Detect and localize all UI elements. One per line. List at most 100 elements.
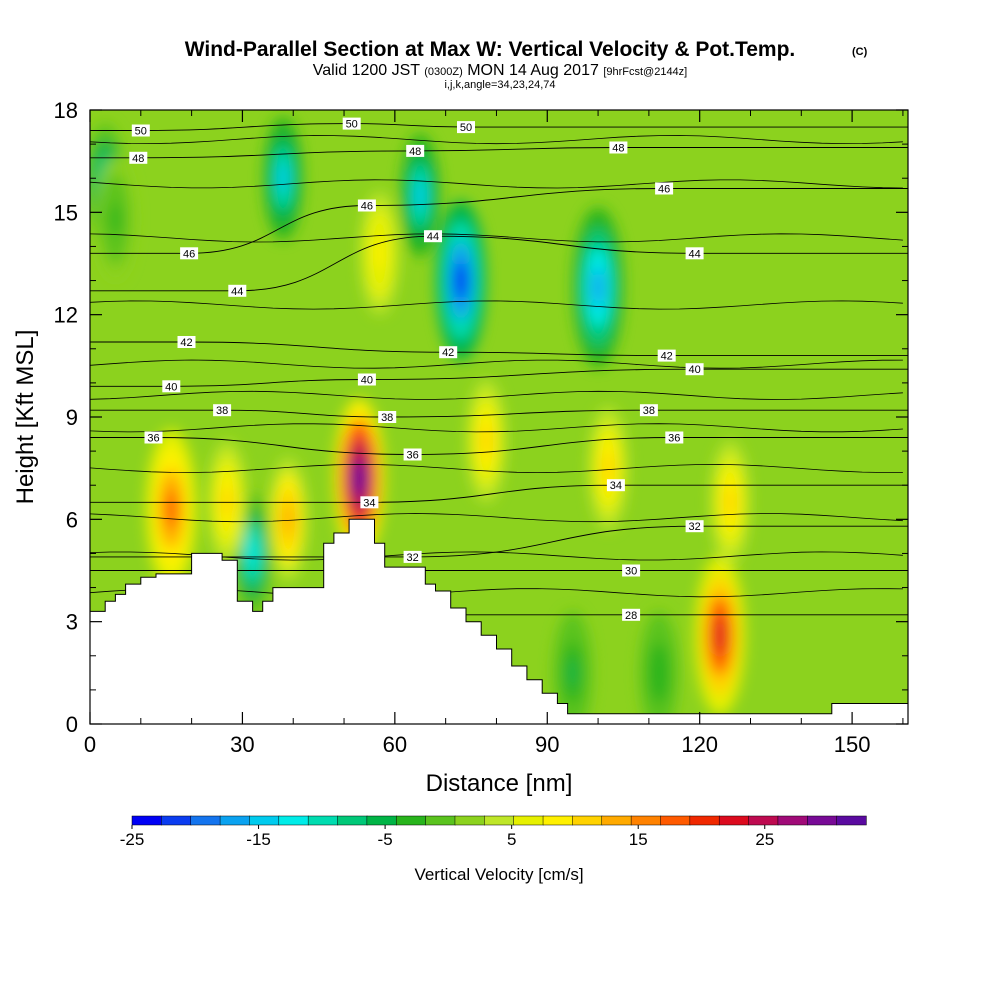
colorbar-swatch [337, 815, 368, 826]
contour-label-bg [342, 117, 361, 130]
contour-label-text: 50 [135, 126, 147, 138]
terrain-mask [90, 518, 908, 724]
contour-label: 50 [342, 117, 361, 131]
contour-label: 36 [144, 431, 163, 445]
contour-label-bg [403, 550, 422, 563]
velocity-cell [654, 657, 664, 689]
contour-label-text: 48 [612, 143, 624, 155]
contour-label-text: 38 [381, 412, 393, 424]
colorbar-swatch [807, 815, 838, 826]
colorbar-swatch [425, 815, 456, 826]
velocity-cell [247, 538, 258, 569]
contour-labels: 50 50 50 48 48 48 46 46 46 44 44 44 42 42 42 40 40 40 38 38… [129, 117, 704, 622]
contour-label-text: 40 [165, 381, 177, 393]
valid-date: MON 14 Aug 2017 [467, 62, 599, 79]
colorbar-swatch [601, 815, 632, 826]
contour-label-bg [177, 336, 196, 348]
contour-line [90, 359, 903, 369]
contour-line [90, 233, 903, 243]
contour-label-text: 30 [625, 566, 637, 578]
colorbar-swatch [484, 815, 515, 826]
contour-label-text: 50 [346, 119, 358, 131]
contour-label: 42 [439, 346, 458, 359]
contour-label: 36 [665, 431, 684, 445]
contour-line [90, 525, 908, 558]
contour-label-bg [665, 431, 684, 444]
velocity-cell [165, 489, 178, 530]
contour-label-bg [622, 564, 641, 577]
colorbar-swatch [630, 815, 662, 826]
contour-label-text: 46 [183, 248, 195, 260]
contour-label-text: 44 [231, 286, 243, 298]
x-axis-label: Distance [nm] [426, 770, 573, 797]
colorbar-swatch [748, 815, 779, 826]
grid-indices: i,j,k,angle=34,23,24,74 [444, 79, 555, 91]
contour-label-bg [403, 448, 422, 461]
contour-label-bg [406, 144, 425, 157]
velocity-cell [725, 487, 736, 518]
colorbar-swatch [513, 815, 544, 826]
contour-line [90, 551, 903, 561]
contour-label: 42 [657, 349, 676, 363]
y-tick-label: 18 [54, 98, 78, 123]
contour-label: 32 [685, 520, 704, 533]
contour-label-text: 42 [180, 337, 192, 349]
contour-label-text: 46 [361, 201, 373, 213]
contour-label-bg [378, 411, 397, 423]
contour-label-bg [357, 373, 376, 386]
colorbar-swatch [689, 815, 720, 826]
contour-label: 28 [622, 608, 641, 622]
x-tick-label: 120 [681, 732, 718, 757]
x-tick-label: 30 [230, 732, 254, 757]
colorbar-swatch [572, 815, 603, 826]
colorbar-tick-label: -15 [246, 830, 271, 849]
velocity-cell [567, 657, 578, 689]
contour-label-text: 48 [132, 153, 144, 165]
contour-label: 40 [685, 363, 704, 376]
contour-label-bg [360, 496, 379, 509]
contour-label-bg [439, 346, 458, 359]
contour-label-text: 48 [409, 146, 421, 158]
contour-label-bg [213, 404, 232, 417]
contour-label-bg [129, 151, 148, 164]
velocity-cell [415, 180, 426, 211]
velocity-cell [110, 203, 121, 235]
colorbar-tick-label: 15 [629, 830, 648, 849]
velocity-cell [374, 238, 385, 269]
contour-label: 48 [406, 144, 425, 158]
velocity-cell [454, 260, 468, 301]
colorbar-swatch [307, 815, 339, 826]
y-tick-label: 15 [54, 200, 78, 225]
colorbar-tick-label: -25 [120, 830, 145, 849]
velocity-cell [591, 267, 605, 308]
colorbar-label: Vertical Velocity [cm/s] [414, 865, 583, 884]
velocity-cell [283, 503, 294, 535]
contour-label-text: 46 [658, 184, 670, 196]
contour-label: 50 [457, 121, 475, 134]
contour-line [90, 235, 908, 292]
colorbar-tick-label: 25 [755, 830, 774, 849]
colorbar-swatch [777, 815, 808, 826]
velocity-cell [353, 458, 366, 499]
contour-label-bg [131, 124, 150, 137]
contour-label: 38 [213, 404, 232, 417]
contour-label-text: 32 [406, 552, 418, 564]
copyright-mark: (C) [852, 46, 868, 58]
colorbar-swatch [219, 815, 251, 826]
contour-label-bg [622, 608, 641, 621]
contour-label-text: 44 [427, 231, 439, 243]
contour-label-bg [457, 121, 475, 134]
contour-label: 34 [360, 496, 379, 509]
contour-label: 38 [639, 404, 658, 417]
contour-label-bg [180, 247, 199, 260]
chart-title: Wind-Parallel Section at Max W: Vertical… [185, 38, 796, 61]
colorbar-swatch [366, 815, 397, 826]
contour-line [90, 409, 908, 418]
colorbar-swatch [660, 815, 691, 826]
contour-label: 44 [228, 284, 247, 298]
colorbar-swatch [454, 815, 485, 826]
contour-label-text: 34 [610, 480, 622, 492]
contour-label-text: 28 [625, 610, 637, 622]
colorbar-swatch [718, 815, 750, 826]
